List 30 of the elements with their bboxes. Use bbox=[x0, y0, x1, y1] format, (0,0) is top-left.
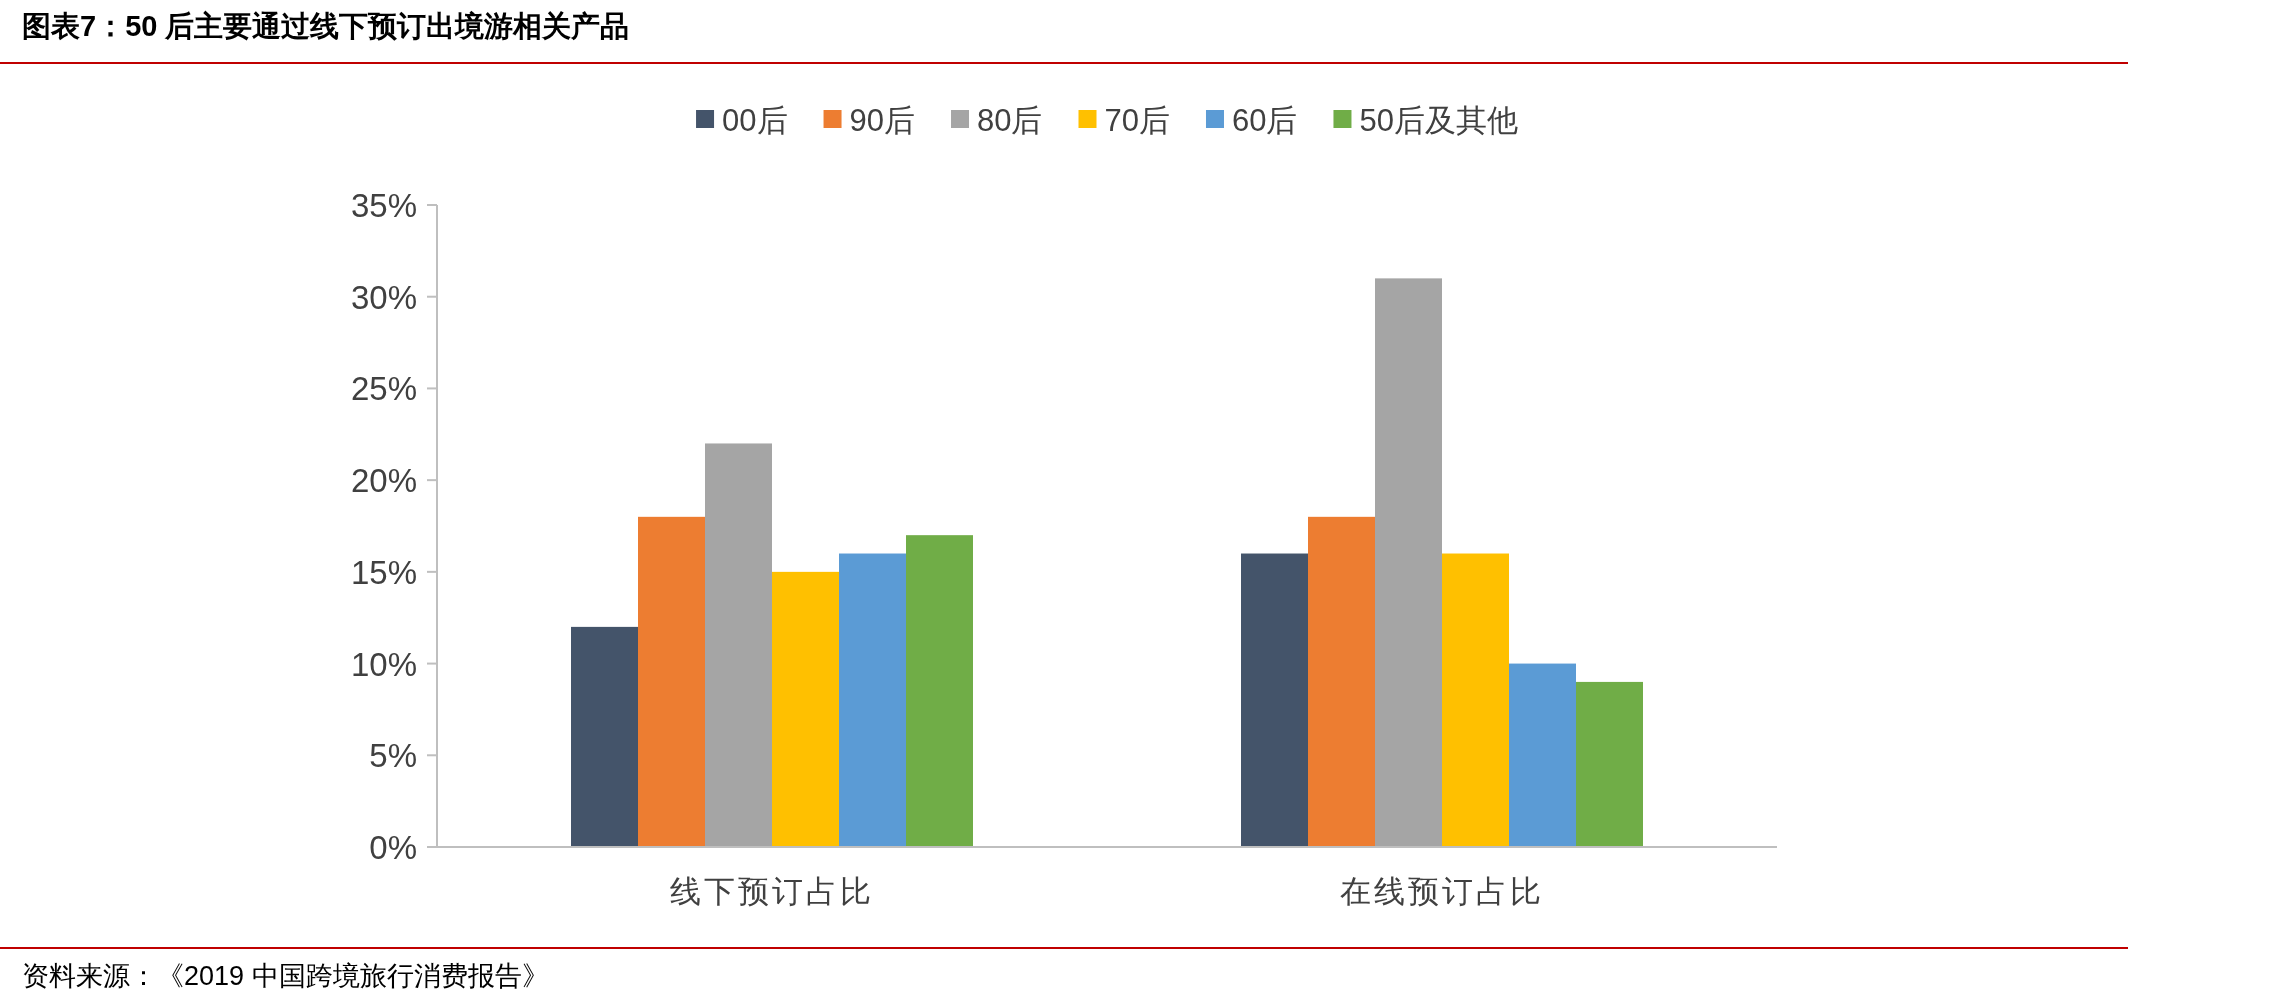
legend-label: 60后 bbox=[1231, 103, 1298, 138]
legend-label: 80后 bbox=[977, 103, 1043, 138]
y-tick-label: 10% bbox=[350, 645, 417, 683]
bar bbox=[1509, 663, 1576, 847]
bar bbox=[638, 516, 705, 847]
bar bbox=[1375, 278, 1442, 847]
bar bbox=[839, 553, 906, 847]
bar bbox=[1308, 516, 1375, 847]
y-tick-label: 30% bbox=[350, 278, 417, 316]
bar bbox=[1442, 553, 1509, 847]
y-tick-label: 25% bbox=[350, 370, 417, 408]
bar bbox=[1576, 681, 1643, 847]
x-tick-label: 线下预订占比 bbox=[670, 874, 874, 909]
bar bbox=[1241, 553, 1308, 847]
legend-label: 50后及其他 bbox=[1359, 103, 1518, 138]
bar bbox=[705, 443, 772, 847]
legend-label: 70后 bbox=[1104, 103, 1170, 138]
title: 图表7：50 后主要通过线下预订出境游相关产品 bbox=[22, 10, 630, 42]
y-tick-label: 5% bbox=[369, 737, 417, 775]
bar bbox=[906, 535, 973, 847]
legend-label: 00后 bbox=[722, 103, 788, 138]
y-tick-label: 35% bbox=[350, 187, 417, 224]
bar bbox=[772, 571, 839, 847]
x-tick-label: 在线预订占比 bbox=[1340, 874, 1544, 909]
y-tick-label: 15% bbox=[350, 553, 417, 591]
y-tick-label: 0% bbox=[369, 829, 417, 866]
bar bbox=[571, 626, 638, 847]
legend-label: 90后 bbox=[849, 103, 916, 138]
y-tick-label: 20% bbox=[350, 462, 417, 500]
text: 资料来源：《2019 中国跨境旅行消费报告》 bbox=[22, 961, 549, 991]
